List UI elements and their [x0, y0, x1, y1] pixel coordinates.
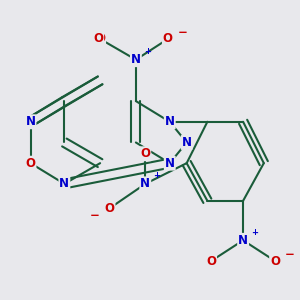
- Text: N: N: [182, 136, 192, 149]
- Text: −: −: [285, 248, 295, 261]
- Text: O: O: [93, 32, 103, 46]
- Text: N: N: [165, 157, 175, 170]
- Text: −: −: [89, 208, 99, 222]
- Text: +: +: [153, 171, 160, 180]
- Text: O: O: [104, 202, 115, 215]
- Text: −: −: [178, 26, 188, 39]
- Text: O: O: [163, 32, 173, 46]
- Text: N: N: [131, 53, 141, 66]
- Text: O: O: [270, 254, 280, 268]
- Text: +: +: [144, 47, 151, 56]
- Text: O: O: [26, 157, 35, 170]
- Text: N: N: [165, 115, 175, 128]
- Text: N: N: [140, 177, 150, 190]
- Text: O: O: [140, 147, 150, 160]
- Text: N: N: [59, 177, 69, 190]
- Text: N: N: [238, 234, 248, 247]
- Text: N: N: [26, 115, 35, 128]
- Text: O: O: [206, 254, 216, 268]
- Text: O: O: [95, 32, 105, 46]
- Text: +: +: [251, 227, 258, 236]
